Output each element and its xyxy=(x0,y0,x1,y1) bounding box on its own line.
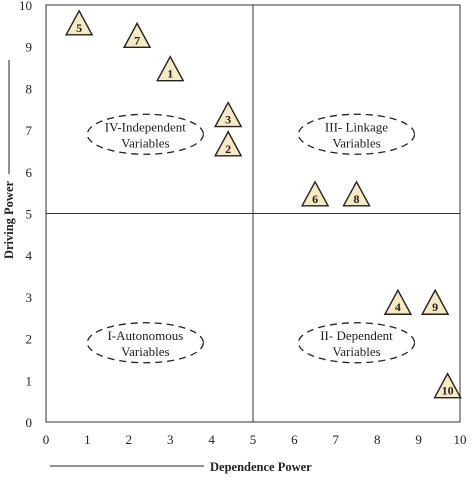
point-label: 8 xyxy=(354,192,360,206)
region-ellipse xyxy=(86,322,205,364)
point-label: 4 xyxy=(395,300,401,314)
point-label: 3 xyxy=(225,113,231,127)
point-label: 10 xyxy=(442,384,454,398)
triangle-marker xyxy=(342,180,371,207)
y-tick-label: 0 xyxy=(26,415,33,430)
triangle-marker xyxy=(213,130,243,157)
data-point-10: 10 xyxy=(433,372,462,399)
triangle-marker xyxy=(383,288,413,315)
x-tick-label: 6 xyxy=(291,432,298,447)
data-point-8: 8 xyxy=(342,180,371,207)
y-tick-label: 7 xyxy=(26,123,33,138)
axes-layer: Dependence Power Driving Power xyxy=(2,60,312,474)
region-ellipse xyxy=(86,113,205,155)
region-label-line2: Variables xyxy=(332,344,380,359)
x-tick-label: 3 xyxy=(167,432,174,447)
region-label-line2: Variables xyxy=(121,135,169,150)
region-ellipse xyxy=(297,322,416,364)
x-tick-label: 4 xyxy=(208,432,215,447)
plot-frame-layer: 0 1 2 3 4 5 6 7 8 9 10 0 1 2 3 4 5 6 7 8 9 10 xyxy=(19,0,467,447)
data-point-7: 7 xyxy=(122,21,152,49)
y-tick-label: 1 xyxy=(26,373,33,388)
x-tick-label: 8 xyxy=(374,432,381,447)
x-tick-label: 0 xyxy=(43,432,50,447)
point-label: 7 xyxy=(134,33,140,47)
region-label-line1: II- Dependent xyxy=(320,328,393,343)
data-point-9: 9 xyxy=(420,288,450,315)
point-label: 9 xyxy=(432,300,438,314)
y-tick-label: 9 xyxy=(26,40,33,55)
x-tick-label: 10 xyxy=(454,432,467,447)
data-point-1: 1 xyxy=(156,55,185,82)
data-point-5: 5 xyxy=(64,9,94,36)
y-axis-title: Driving Power xyxy=(2,180,16,259)
region-label-line2: Variables xyxy=(332,135,380,150)
y-tick-label: 6 xyxy=(26,165,33,180)
y-tick-label: 8 xyxy=(26,81,33,96)
data-point-6: 6 xyxy=(300,180,330,207)
triangle-marker xyxy=(300,180,330,207)
region-ellipse xyxy=(297,113,416,155)
y-tick-label: 4 xyxy=(26,248,33,263)
data-point-3: 3 xyxy=(213,101,243,128)
triangle-marker xyxy=(122,21,152,49)
region-label-line2: Variables xyxy=(121,344,169,359)
y-tick-label: 2 xyxy=(26,332,33,347)
triangle-marker xyxy=(156,55,185,82)
point-label: 5 xyxy=(76,21,82,35)
region-label-line1: III- Linkage xyxy=(325,119,388,134)
x-tick-label: 2 xyxy=(126,432,133,447)
region-label-line1: I-Autonomous xyxy=(107,328,183,343)
x-tick-label: 7 xyxy=(333,432,340,447)
data-point-4: 4 xyxy=(383,288,413,315)
x-tick-label: 1 xyxy=(84,432,91,447)
point-label: 1 xyxy=(167,67,173,81)
triangle-marker xyxy=(420,288,450,315)
x-axis-title: Dependence Power xyxy=(210,460,312,474)
data-point-2: 2 xyxy=(213,130,243,157)
x-tick-label: 9 xyxy=(415,432,422,447)
y-tick-label: 10 xyxy=(19,0,32,13)
x-tick-label: 5 xyxy=(250,432,257,447)
triangle-marker xyxy=(64,9,94,36)
y-tick-label: 5 xyxy=(26,207,33,222)
triangle-marker xyxy=(213,101,243,128)
y-tick-label: 3 xyxy=(26,290,33,305)
point-label: 2 xyxy=(225,142,231,156)
region-label-line1: IV-Independent xyxy=(105,119,186,134)
triangle-marker xyxy=(433,372,462,399)
point-label: 6 xyxy=(312,192,318,206)
points-layer: 1 2 3 4 5 6 7 8 9 10 xyxy=(64,9,462,399)
